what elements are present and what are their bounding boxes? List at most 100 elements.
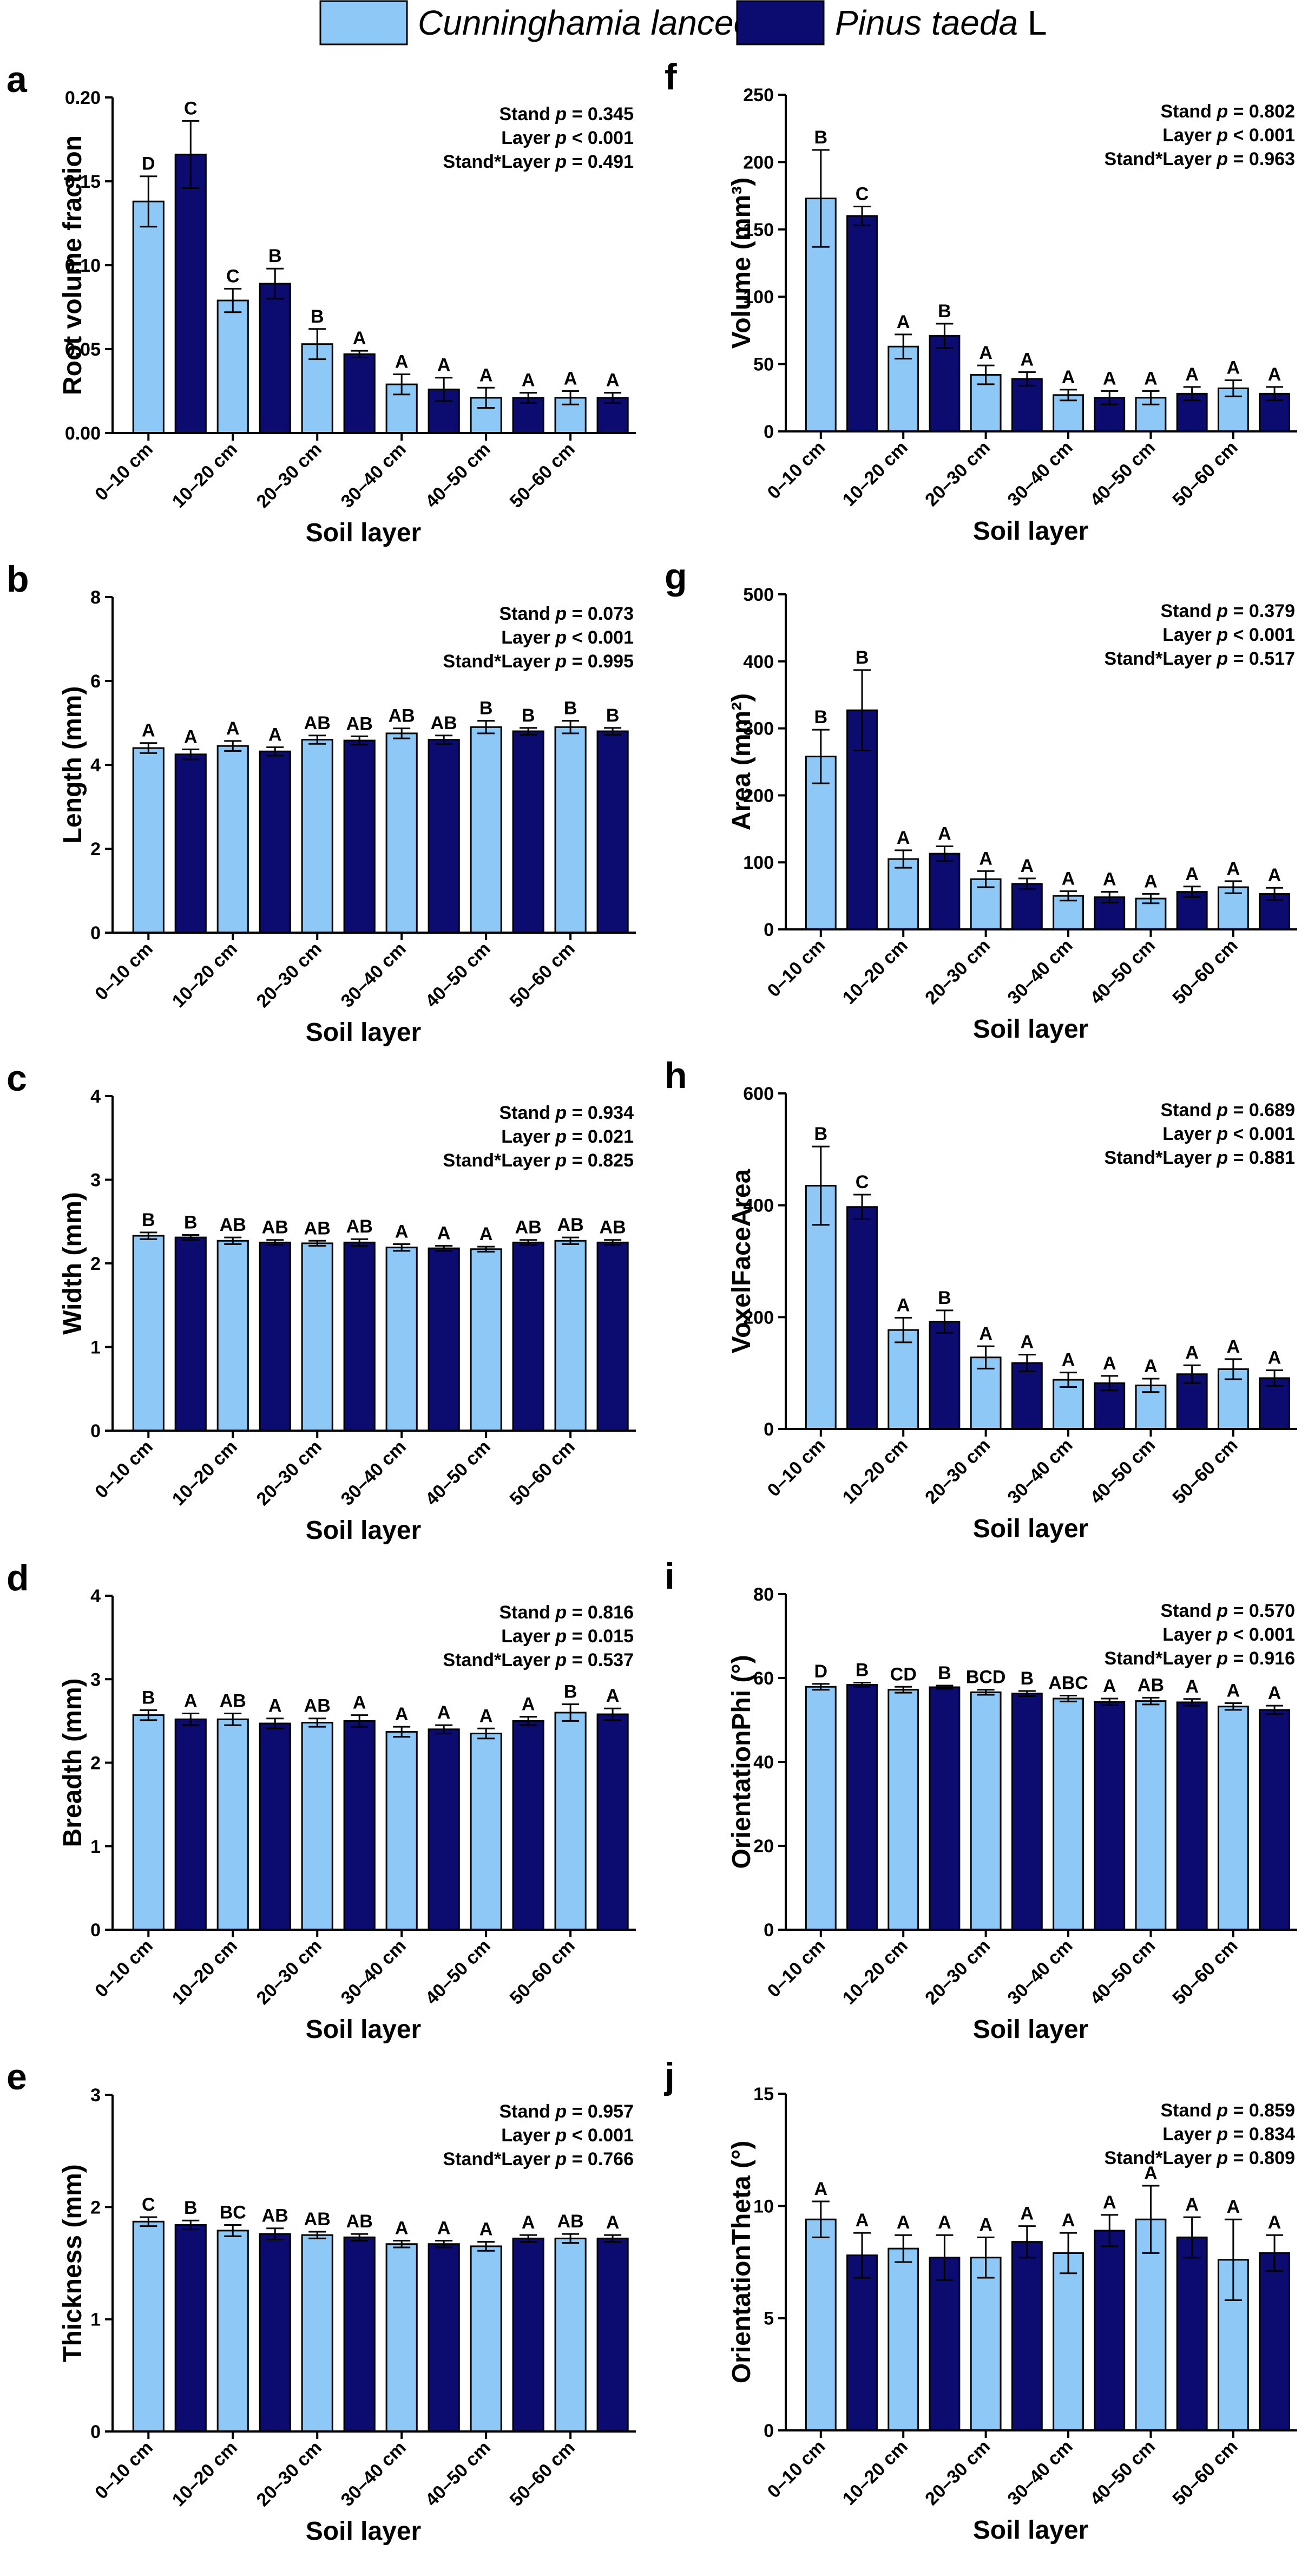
significance-letter: A: [522, 2212, 535, 2233]
stat-term: Layer: [1162, 1624, 1217, 1645]
significance-letter: AB: [346, 1216, 373, 1237]
stat-value: = 0.379: [1228, 601, 1295, 621]
bar-cunninghamia: [554, 1712, 587, 1931]
x-tick-label: 30–40 cm: [1004, 437, 1077, 510]
significance-letter: B: [184, 2198, 198, 2218]
significance-letter: B: [184, 1212, 198, 1233]
significance-letter: CD: [890, 1664, 917, 1684]
x-tick-label: 50–60 cm: [506, 939, 579, 1012]
stat-value: = 0.015: [567, 1626, 634, 1647]
significance-letter: A: [1021, 856, 1034, 876]
x-axis-title: Soil layer: [306, 2015, 421, 2044]
x-tick-label: 10–20 cm: [168, 1936, 241, 2009]
significance-letter: B: [938, 301, 951, 322]
significance-letter: A: [1144, 871, 1158, 892]
panel-letter: e: [6, 2056, 27, 2097]
significance-letter: A: [1021, 2204, 1034, 2224]
bar-pinus: [512, 1720, 544, 1931]
stat-line: Layer p < 0.001: [501, 627, 634, 648]
x-tick-label: 20–30 cm: [921, 2436, 994, 2509]
stat-p: p: [1216, 149, 1228, 169]
significance-letter: A: [979, 343, 992, 363]
bar-pinus: [929, 853, 961, 930]
significance-letter: B: [564, 1682, 577, 1702]
x-tick-label: 0–10 cm: [764, 935, 830, 1001]
significance-letter: C: [142, 2194, 155, 2215]
stat-p: p: [1216, 601, 1228, 621]
stat-value: = 0.825: [567, 1150, 634, 1171]
significance-letter: A: [938, 823, 951, 844]
stat-value: < 0.001: [1228, 1124, 1295, 1144]
bar-pinus: [1011, 2241, 1043, 2431]
stat-term: Layer: [1162, 625, 1217, 645]
bar-cunninghamia: [216, 2230, 249, 2433]
bar-pinus: [428, 1728, 460, 1931]
bar-cunninghamia: [301, 2234, 333, 2433]
x-tick-label: 10–20 cm: [168, 2437, 241, 2511]
y-tick-label: 5: [764, 2309, 774, 2329]
x-tick-label: 50–60 cm: [1168, 1435, 1241, 1508]
x-tick-label: 30–40 cm: [1004, 935, 1077, 1008]
bar-pinus: [343, 353, 376, 434]
bar-cunninghamia: [888, 858, 919, 930]
stat-p: p: [555, 1626, 567, 1647]
stat-p: p: [1216, 2148, 1228, 2168]
stat-line: Stand*Layer p = 0.766: [443, 2149, 634, 2169]
y-tick-label: 0: [764, 1920, 774, 1941]
bar-cunninghamia: [805, 1686, 837, 1931]
significance-letter: B: [142, 1687, 155, 1708]
panel-g: g B B A A A A A A A A A A 0 100 200 300 400 500 0–10 cm 10–2…: [665, 556, 1297, 1044]
significance-letter: AB: [557, 2211, 584, 2232]
x-tick-label: 20–30 cm: [253, 1936, 326, 2009]
significance-letter: A: [395, 352, 409, 372]
significance-letter: A: [142, 720, 155, 741]
significance-letter: A: [897, 312, 910, 332]
y-tick-label: 400: [743, 1196, 774, 1216]
stat-term: Stand: [1160, 1100, 1217, 1120]
y-tick-label: 2: [90, 2197, 101, 2218]
significance-letter: A: [1227, 1681, 1240, 1701]
stat-line: Stand p = 0.802: [1160, 101, 1295, 122]
y-tick-label: 0.10: [65, 255, 101, 276]
y-tick-label: 0: [764, 1419, 774, 1440]
bar-cunninghamia: [385, 1731, 418, 1931]
x-tick-label: 40–50 cm: [422, 2437, 495, 2511]
stat-p: p: [1216, 1124, 1228, 1144]
x-tick-label: 50–60 cm: [1168, 935, 1241, 1008]
significance-letter: A: [479, 1224, 493, 1244]
stat-value: = 0.916: [1228, 1648, 1295, 1669]
bar-pinus: [1094, 1701, 1126, 1931]
legend-label-italic-2: Pinus taeda: [835, 3, 1018, 42]
significance-letter: AB: [389, 706, 415, 726]
significance-letter: A: [184, 726, 198, 747]
x-tick-label: 30–40 cm: [1004, 1435, 1077, 1508]
significance-letter: B: [1021, 1668, 1034, 1689]
bar-pinus: [1176, 1701, 1208, 1931]
significance-letter: B: [814, 1124, 827, 1144]
x-tick-label: 10–20 cm: [839, 2436, 912, 2509]
significance-letter: A: [1021, 350, 1034, 370]
bar-pinus: [596, 730, 629, 934]
x-tick-label: 0–10 cm: [91, 1936, 157, 2002]
significance-letter: A: [268, 1696, 282, 1716]
stat-line: Layer p < 0.001: [501, 2125, 634, 2146]
significance-letter: AB: [304, 1696, 331, 1716]
x-tick-label: 50–60 cm: [1168, 2436, 1241, 2509]
bar-pinus: [174, 753, 207, 934]
significance-letter: A: [1185, 1676, 1199, 1697]
bar-pinus: [259, 1722, 291, 1931]
stat-value: < 0.001: [567, 128, 634, 148]
stat-p: p: [1216, 625, 1228, 645]
panel-j: j A A A A A A A A A A A A 0 5 10 15 0–10 cm 10–20 cm 20–30 …: [663, 2055, 1297, 2545]
stat-term: Stand*Layer: [443, 2149, 556, 2169]
x-axis-title: Soil layer: [973, 2516, 1088, 2545]
significance-letter: A: [938, 2212, 951, 2233]
y-tick-label: 400: [743, 652, 774, 672]
significance-letter: A: [897, 1295, 910, 1315]
bar-pinus: [428, 1247, 460, 1432]
x-axis-title: Soil layer: [306, 2517, 421, 2546]
significance-letter: AB: [515, 1217, 542, 1238]
significance-letter: B: [856, 647, 869, 668]
stat-value: = 0.809: [1228, 2148, 1295, 2168]
y-tick-label: 500: [743, 585, 774, 605]
